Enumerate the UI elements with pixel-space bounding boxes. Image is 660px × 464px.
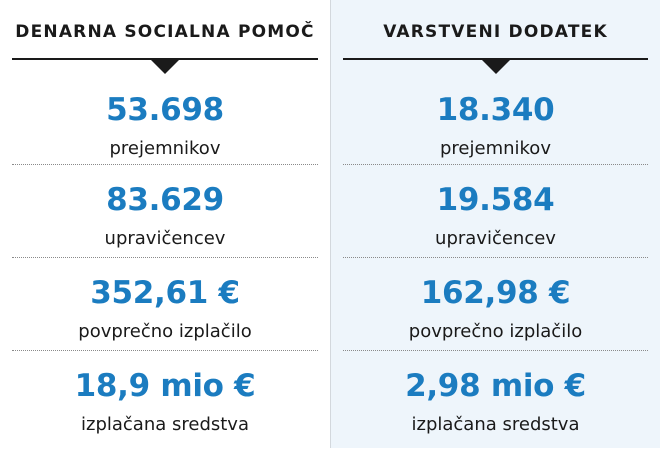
stat-recipients: 53.698 prejemnikov <box>0 92 330 188</box>
stat-beneficiaries: 19.584 upravičencev <box>331 182 660 278</box>
stat-recipients: 18.340 prejemnikov <box>331 92 660 188</box>
dotted-divider <box>343 164 648 165</box>
dotted-divider <box>12 350 318 351</box>
stat-value: 2,98 mio € <box>405 368 586 404</box>
stat-value: 53.698 <box>106 92 224 128</box>
stat-label: upravičencev <box>104 228 226 249</box>
stat-value: 352,61 € <box>90 275 240 311</box>
right-panel: VARSTVENI DODATEK 18.340 prejemnikov 19.… <box>331 0 660 448</box>
dotted-divider <box>12 257 318 258</box>
stat-average-payment: 352,61 € povprečno izplačilo <box>0 275 330 371</box>
stat-label: izplačana sredstva <box>81 414 249 435</box>
triangle-down-icon <box>151 60 179 74</box>
stat-label: prejemnikov <box>440 138 551 159</box>
stat-value: 162,98 € <box>420 275 571 311</box>
triangle-down-icon <box>481 60 510 74</box>
stat-beneficiaries: 83.629 upravičencev <box>0 182 330 278</box>
stat-funds-paid: 2,98 mio € izplačana sredstva <box>331 368 660 464</box>
stat-value: 83.629 <box>106 182 224 218</box>
column-divider <box>330 0 331 448</box>
left-header-rule <box>12 58 318 60</box>
dotted-divider <box>343 350 648 351</box>
stat-label: povprečno izplačilo <box>408 321 583 342</box>
stat-label: upravičencev <box>435 228 556 249</box>
stat-average-payment: 162,98 € povprečno izplačilo <box>331 275 660 371</box>
right-panel-title: VARSTVENI DODATEK <box>383 22 608 42</box>
stat-funds-paid: 18,9 mio € izplačana sredstva <box>0 368 330 464</box>
stat-label: povprečno izplačilo <box>78 321 252 342</box>
left-panel-title: DENARNA SOCIALNA POMOČ <box>15 22 315 42</box>
stat-value: 18,9 mio € <box>74 368 256 404</box>
dotted-divider <box>12 164 318 165</box>
stat-value: 18.340 <box>436 92 555 128</box>
stat-label: prejemnikov <box>109 138 221 159</box>
left-panel: DENARNA SOCIALNA POMOČ 53.698 prejemniko… <box>0 0 330 448</box>
stat-value: 19.584 <box>436 182 555 218</box>
right-header-rule <box>343 58 648 60</box>
dotted-divider <box>343 257 648 258</box>
stat-label: izplačana sredstva <box>411 414 580 435</box>
